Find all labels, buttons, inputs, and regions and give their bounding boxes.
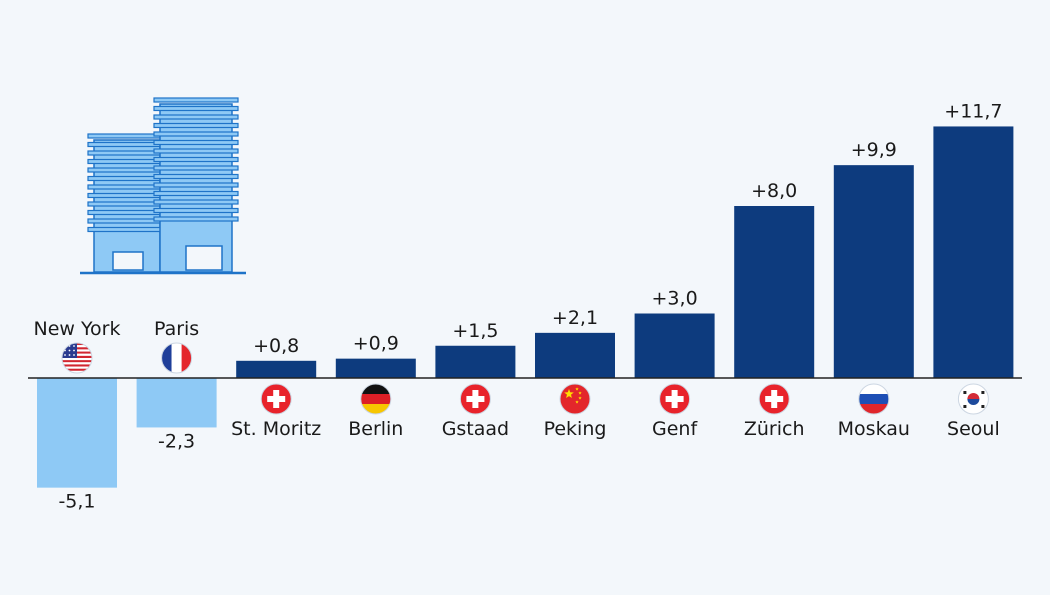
category-label: Paris — [154, 318, 199, 340]
bar-gstaad — [435, 345, 516, 378]
flags — [61, 342, 989, 415]
category-label: New York — [33, 318, 120, 340]
labels: -5,1 New York -2,3 Paris +0,8 St. Moritz +0,9 B… — [33, 100, 1002, 512]
bars — [37, 126, 1014, 488]
germany-flag-icon — [360, 383, 392, 415]
bar-seoul — [933, 126, 1014, 378]
bar-berlin — [335, 358, 416, 378]
category-label: Berlin — [348, 418, 403, 440]
us-flag-icon — [61, 342, 93, 374]
value-label: +9,9 — [851, 139, 897, 161]
value-label: +2,1 — [552, 307, 598, 329]
bar-moskau — [833, 165, 914, 378]
switzerland-flag-icon — [758, 383, 790, 415]
category-label: Moskau — [838, 418, 910, 440]
category-label: Genf — [652, 418, 698, 440]
china-flag-icon — [559, 383, 591, 415]
value-label: +3,0 — [652, 288, 698, 310]
value-label: +1,5 — [452, 320, 498, 342]
switzerland-flag-icon — [659, 383, 691, 415]
bar-st-moritz — [236, 360, 317, 378]
bar-z-rich — [734, 206, 815, 378]
category-label: Peking — [544, 418, 607, 440]
category-label: Gstaad — [442, 418, 509, 440]
category-label: Seoul — [947, 418, 1000, 440]
category-label: St. Moritz — [231, 418, 321, 440]
bar-new-york — [37, 378, 117, 488]
value-label: +0,8 — [253, 335, 299, 357]
bar-peking — [535, 332, 615, 378]
value-label: +11,7 — [944, 100, 1002, 122]
france-flag-icon — [161, 342, 193, 374]
bar-genf — [634, 313, 715, 378]
value-label: +8,0 — [751, 180, 797, 202]
category-label: Zürich — [744, 418, 805, 440]
switzerland-flag-icon — [459, 383, 491, 415]
south-korea-flag-icon — [957, 383, 989, 415]
switzerland-flag-icon — [260, 383, 292, 415]
value-label: -5,1 — [58, 491, 95, 513]
value-label: +0,9 — [353, 333, 399, 355]
russia-flag-icon — [858, 383, 890, 415]
bar-paris — [136, 378, 217, 428]
value-label: -2,3 — [158, 430, 195, 452]
building-illustration-icon — [80, 97, 246, 275]
